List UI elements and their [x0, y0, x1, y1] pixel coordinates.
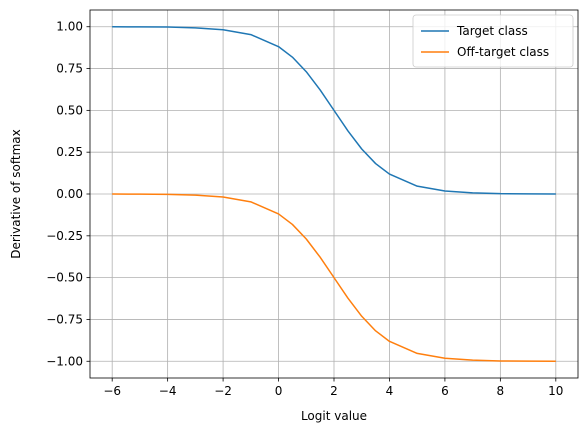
x-tick-label: 10 — [548, 384, 563, 398]
series-layer — [112, 25, 556, 363]
legend: Target class Off-target class — [412, 14, 574, 68]
y-tick-label: 0.25 — [56, 145, 83, 159]
ticks: −6 −4 −2 0 2 4 6 8 10 1.00 0.75 0.50 0.25 0.00 −0.25 −0… — [46, 20, 563, 398]
legend-box — [412, 14, 574, 68]
y-tick-label: 0.50 — [56, 103, 83, 117]
x-tick-label: 6 — [441, 384, 449, 398]
y-tick-label: −0.50 — [46, 271, 83, 285]
y-tick-label: 0.00 — [56, 187, 83, 201]
x-tick-label: 0 — [275, 384, 283, 398]
y-tick-label: −1.00 — [46, 354, 83, 368]
x-tick-label: 8 — [497, 384, 505, 398]
legend-label: Target class — [456, 24, 528, 38]
y-tick-label: −0.25 — [46, 229, 83, 243]
series-line-0 — [112, 25, 556, 195]
legend-label: Off-target class — [457, 45, 549, 59]
x-tick-label: 2 — [330, 384, 338, 398]
x-axis-label: Logit value — [301, 409, 367, 423]
x-tick-label: 4 — [386, 384, 394, 398]
y-tick-label: 1.00 — [56, 20, 83, 34]
x-tick-label: −4 — [159, 384, 177, 398]
series-line-1 — [112, 193, 556, 363]
x-tick-label: −6 — [103, 384, 121, 398]
x-tick-label: −2 — [214, 384, 232, 398]
y-tick-label: −0.75 — [46, 312, 83, 326]
y-tick-label: 0.75 — [56, 62, 83, 76]
y-axis-label: Derivative of softmax — [9, 129, 23, 259]
